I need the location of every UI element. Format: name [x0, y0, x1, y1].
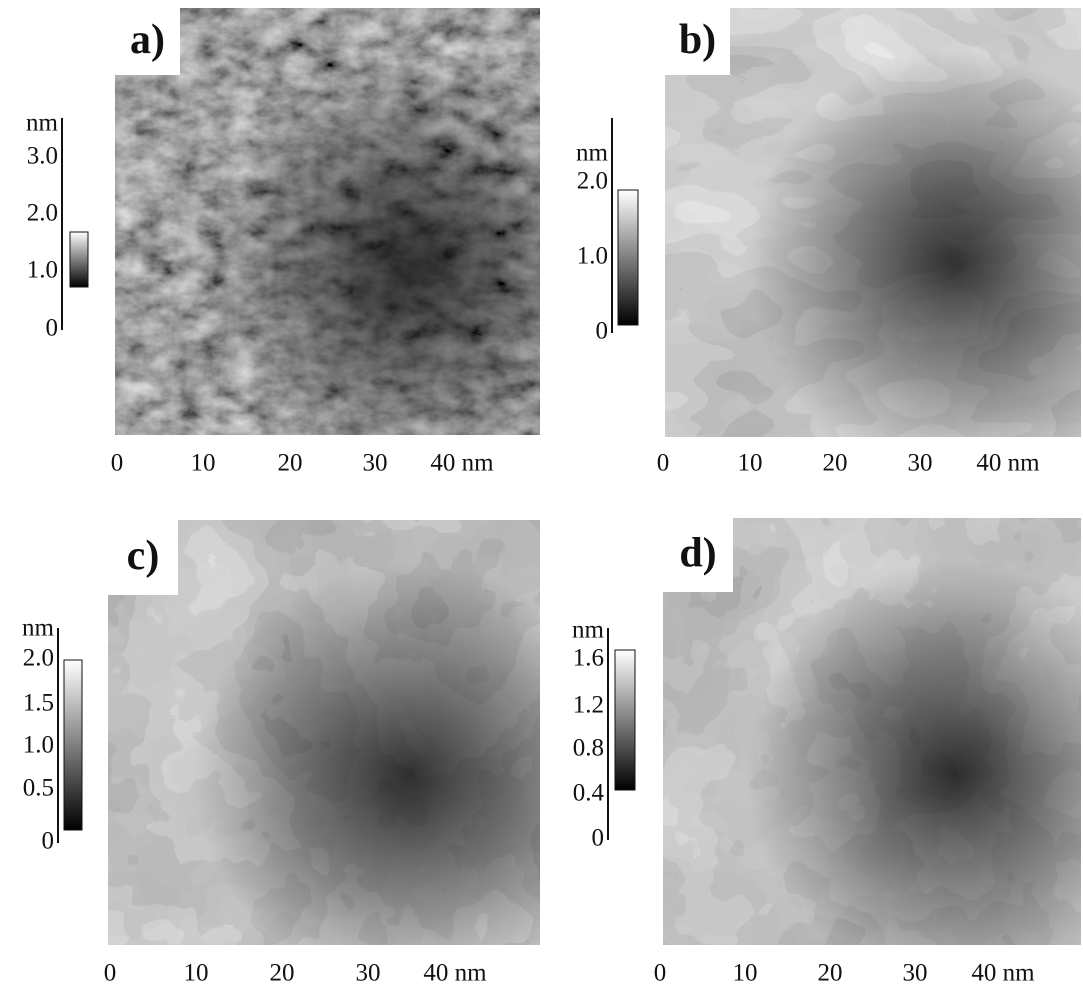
scale-tick-label: 0.4 — [573, 780, 605, 807]
scale-unit: nm — [26, 110, 59, 137]
panel-label: c) — [127, 533, 160, 579]
scale-unit: nm — [22, 615, 55, 642]
x-tick-label: 40 nm — [423, 960, 487, 987]
x-tick-label: 10 — [738, 450, 763, 477]
panel-label: b) — [679, 17, 716, 63]
scale-tick-label: 2.0 — [27, 200, 58, 227]
scale-tick-label: 1.0 — [577, 243, 608, 270]
scale-tick-label: 0 — [596, 318, 609, 345]
scale-tick-label: 0.8 — [573, 735, 604, 762]
x-tick-label: 40 nm — [971, 960, 1035, 987]
scale-tick-label: 1.2 — [573, 692, 604, 719]
scale-tick-label: 0 — [592, 825, 605, 852]
scale-tick-label: 0 — [42, 828, 55, 855]
x-tick-label: 20 — [270, 960, 295, 987]
x-tick-label: 0 — [657, 450, 670, 477]
x-tick-label: 0 — [654, 960, 667, 987]
x-tick-label: 10 — [733, 960, 758, 987]
x-tick-label: 20 — [818, 960, 843, 987]
scale-tick-label: 1.0 — [23, 732, 54, 759]
colorbar — [63, 659, 83, 831]
x-tick-label: 30 — [908, 450, 933, 477]
x-tick-label: 10 — [184, 960, 209, 987]
scale-tick-label: 2.0 — [577, 168, 608, 195]
x-tick-label: 30 — [356, 960, 381, 987]
scale-tick-label: 1.6 — [573, 645, 604, 672]
label-box — [663, 518, 733, 592]
scale-tick-label: 3.0 — [27, 143, 58, 170]
label-box — [665, 8, 730, 75]
image-a — [115, 8, 540, 435]
scale-tick-label: 1.0 — [27, 257, 58, 284]
image-c — [108, 520, 540, 945]
x-tick-label: 20 — [823, 450, 848, 477]
x-tick-label: 40 nm — [430, 450, 494, 477]
x-tick-label: 0 — [111, 450, 124, 477]
panel-label: d) — [679, 531, 716, 577]
x-tick-label: 40 nm — [976, 450, 1040, 477]
colorbar — [617, 189, 639, 326]
scale-unit: nm — [572, 617, 605, 644]
colorbar — [614, 649, 636, 791]
x-tick-label: 10 — [191, 450, 216, 477]
scale-tick-label: 1.5 — [23, 690, 54, 717]
colorbar — [69, 231, 89, 288]
panel-label: a) — [130, 17, 165, 63]
x-tick-label: 30 — [903, 960, 928, 987]
x-tick-label: 0 — [104, 960, 117, 987]
scale-tick-label: 0.5 — [23, 775, 54, 802]
scale-unit: nm — [576, 140, 609, 167]
x-tick-label: 20 — [278, 450, 303, 477]
image-b — [665, 8, 1081, 437]
x-tick-label: 30 — [363, 450, 388, 477]
scale-tick-label: 0 — [46, 315, 59, 342]
label-box — [108, 520, 178, 595]
scale-tick-label: 2.0 — [23, 645, 54, 672]
label-box — [115, 8, 180, 75]
